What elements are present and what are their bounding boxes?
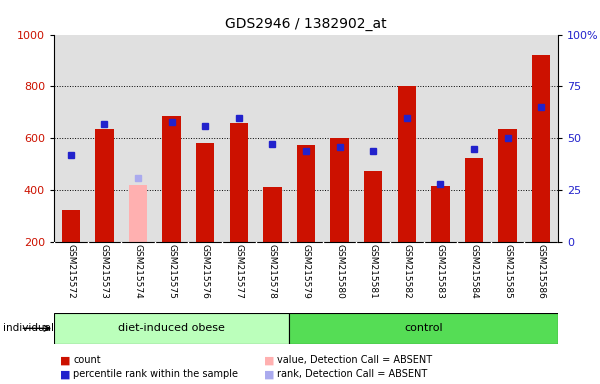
Text: GSM215585: GSM215585 [503, 244, 512, 299]
Text: ■: ■ [60, 369, 71, 379]
Bar [129, 185, 147, 242]
Bar [54, 313, 289, 344]
Bar [263, 187, 281, 242]
Bar [163, 116, 181, 242]
Text: GSM215574: GSM215574 [133, 244, 143, 299]
Text: GSM215586: GSM215586 [537, 244, 546, 299]
Text: GSM215576: GSM215576 [200, 244, 210, 299]
Text: GSM215584: GSM215584 [470, 244, 479, 299]
Bar [364, 170, 382, 242]
Text: diet-induced obese: diet-induced obese [118, 323, 225, 333]
Text: count: count [73, 355, 101, 365]
Text: GSM215582: GSM215582 [403, 244, 412, 299]
Text: value, Detection Call = ABSENT: value, Detection Call = ABSENT [277, 355, 433, 365]
Bar [398, 86, 416, 242]
Bar [95, 129, 113, 242]
Text: individual: individual [3, 323, 54, 333]
Bar [230, 123, 248, 242]
Text: percentile rank within the sample: percentile rank within the sample [73, 369, 238, 379]
Text: GSM215578: GSM215578 [268, 244, 277, 299]
Text: GSM215573: GSM215573 [100, 244, 109, 299]
Title: GDS2946 / 1382902_at: GDS2946 / 1382902_at [225, 17, 387, 31]
Bar [62, 210, 80, 242]
Bar [289, 313, 558, 344]
Text: ■: ■ [264, 369, 275, 379]
Bar [331, 138, 349, 242]
Text: GSM215583: GSM215583 [436, 244, 445, 299]
Bar [465, 158, 483, 242]
Text: GSM215572: GSM215572 [66, 244, 76, 299]
Bar [431, 186, 449, 242]
Text: ■: ■ [60, 355, 71, 365]
Text: ■: ■ [264, 355, 275, 365]
Bar [499, 129, 517, 242]
Bar [532, 55, 550, 242]
Text: GSM215577: GSM215577 [235, 244, 244, 299]
Bar [297, 145, 315, 242]
Text: GSM215575: GSM215575 [167, 244, 176, 299]
Text: GSM215580: GSM215580 [335, 244, 344, 299]
Bar [196, 144, 214, 242]
Text: control: control [404, 323, 443, 333]
Text: GSM215579: GSM215579 [302, 244, 311, 299]
Text: GSM215581: GSM215581 [369, 244, 378, 299]
Text: rank, Detection Call = ABSENT: rank, Detection Call = ABSENT [277, 369, 427, 379]
